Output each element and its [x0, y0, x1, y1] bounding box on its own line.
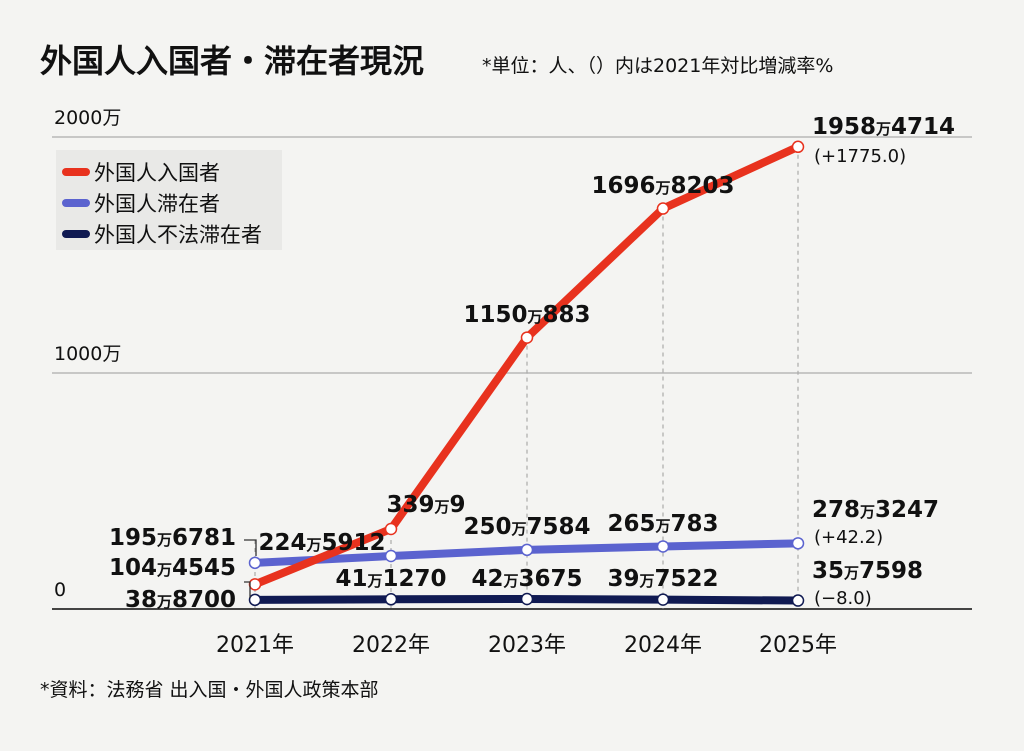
data-label: 1150万883: [463, 302, 590, 328]
data-point: [248, 556, 262, 570]
y-tick-label: 2000万: [54, 107, 121, 129]
change-note: (−8.0): [814, 588, 872, 609]
data-label: 39万7522: [607, 566, 718, 592]
chart-subtitle: *単位：人、（）内は2021年対比増減率%: [482, 55, 833, 77]
label-connector: [244, 539, 257, 556]
data-label: 42万3675: [471, 566, 582, 592]
data-point: [248, 578, 262, 591]
data-point: [384, 593, 398, 606]
data-point: [656, 202, 670, 215]
x-tick-label: 2025年: [759, 633, 837, 658]
data-label: 250万7584: [463, 514, 590, 540]
data-label: 104万4545: [109, 555, 236, 581]
x-tick-label: 2024年: [624, 633, 702, 658]
data-point: [384, 549, 398, 563]
data-point: [384, 522, 398, 536]
legend-label: 外国人滞在者: [94, 192, 220, 216]
data-point: [520, 543, 534, 557]
data-point: [656, 540, 670, 553]
data-point: [656, 593, 670, 606]
data-label: 195万6781: [109, 525, 236, 551]
data-point: [520, 592, 534, 606]
data-label: 1958万4714: [812, 114, 955, 140]
y-tick-label: 1000万: [54, 343, 121, 365]
data-point: [248, 593, 262, 607]
legend-label: 外国人入国者: [94, 161, 220, 185]
y-tick-label: 0: [54, 579, 66, 601]
data-label: 35万7598: [812, 558, 923, 584]
legend-box: [56, 150, 282, 250]
data-point: [520, 331, 534, 344]
data-label: 224万5912: [258, 530, 385, 556]
data-label: 38万8700: [125, 587, 236, 613]
x-tick-label: 2023年: [488, 633, 566, 658]
data-point: [791, 594, 805, 607]
change-note: (+1775.0): [814, 146, 906, 167]
x-tick-label: 2021年: [216, 633, 294, 658]
data-label: 278万3247: [812, 497, 939, 523]
source-note: *資料：法務省 出入国・外国人政策本部: [40, 679, 379, 701]
data-label: 41万1270: [335, 566, 446, 592]
data-point: [791, 537, 805, 550]
legend-label: 外国人不法滞在者: [94, 223, 262, 247]
data-point: [791, 140, 805, 154]
data-label: 339万9: [386, 492, 465, 518]
chart-title: 外国人入国者・滞在者現況: [40, 42, 424, 80]
data-label: 265万783: [607, 511, 718, 537]
x-tick-label: 2022年: [352, 633, 430, 658]
label-connector: [244, 581, 251, 598]
data-label: 1696万8203: [591, 173, 734, 199]
change-note: (+42.2): [814, 527, 883, 548]
